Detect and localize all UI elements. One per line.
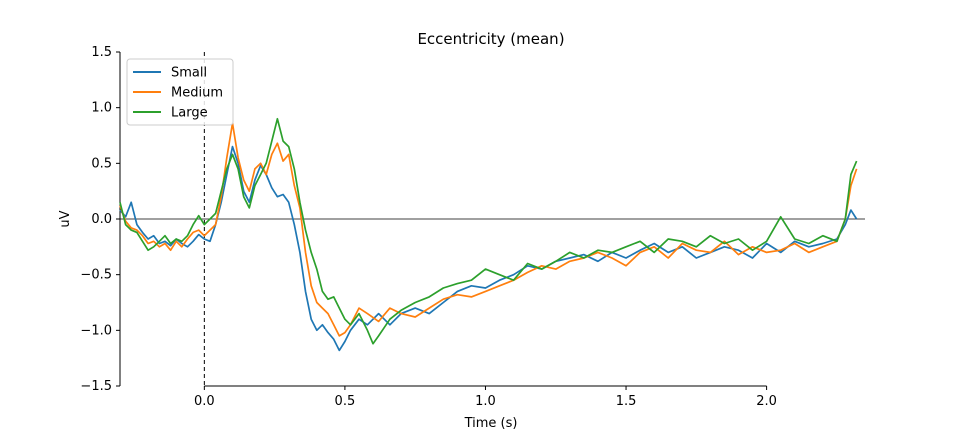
y-tick-label: 0.0 [91, 212, 112, 227]
y-tick-label: −0.5 [80, 268, 112, 283]
legend-label-medium: Medium [171, 86, 223, 101]
x-tick-label: 1.5 [616, 394, 637, 409]
x-tick-label: 2.0 [756, 394, 777, 409]
y-tick-label: −1.5 [80, 379, 112, 394]
legend-label-large: Large [171, 106, 208, 121]
x-axis-label: Time (s) [464, 416, 518, 431]
legend: Small Medium Large [126, 58, 234, 126]
legend-label-small: Small [171, 66, 207, 81]
series-line-medium [119, 122, 858, 337]
reference-lines [120, 52, 865, 386]
x-tick-label: 0.5 [335, 394, 356, 409]
chart-title: Eccentricity (mean) [417, 30, 564, 48]
legend-box [126, 58, 234, 126]
axes: −1.5 −1.0 −0.5 0.0 0.5 1.0 1.5 0.0 0.5 1.0 1.5 2.0 [80, 45, 777, 409]
y-tick-label: 1.0 [91, 101, 112, 116]
y-tick-label: 0.5 [91, 156, 112, 171]
x-tick-label: 1.0 [475, 394, 496, 409]
y-tick-label: −1.0 [80, 323, 112, 338]
series-line-large [119, 117, 858, 345]
y-axis-label: uV [58, 210, 73, 227]
x-tick-label: 0.0 [194, 394, 215, 409]
series-line-small [119, 145, 858, 352]
y-tick-label: 1.5 [91, 45, 112, 60]
series-layer [119, 117, 858, 352]
